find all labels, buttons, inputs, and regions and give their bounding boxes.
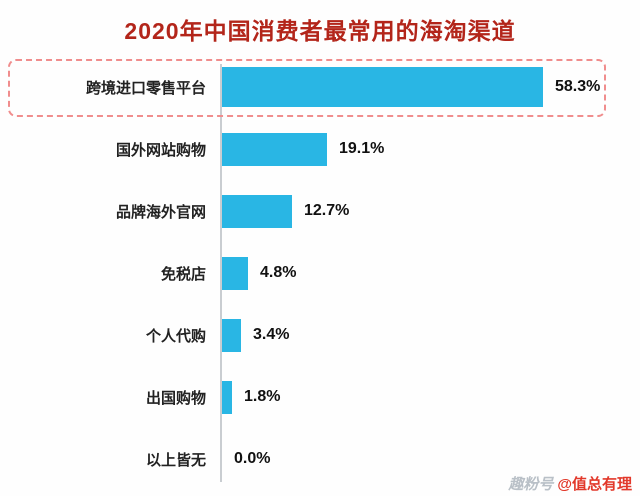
bar-row: 国外网站购物 19.1% — [0, 118, 640, 180]
bar-row: 跨境进口零售平台 58.3% — [0, 56, 640, 118]
bar-row: 以上皆无 0.0% — [0, 428, 640, 490]
bar-rows: 跨境进口零售平台 58.3% 国外网站购物 19.1% 品牌海外官网 12.7% 免税店 4.… — [0, 56, 640, 490]
bar — [222, 256, 248, 290]
bar-area: 3.4% — [220, 318, 640, 352]
category-label: 跨境进口零售平台 — [85, 79, 206, 97]
category-label: 国外网站购物 — [115, 141, 206, 159]
bar-row: 品牌海外官网 12.7% — [0, 180, 640, 242]
category-label: 品牌海外官网 — [115, 203, 206, 221]
bar-area: 58.3% — [220, 67, 640, 107]
axis-line — [220, 64, 222, 482]
bar-area: 4.8% — [220, 256, 640, 290]
bar — [222, 194, 292, 228]
bar-area: 12.7% — [220, 194, 640, 228]
value-label: 1.8% — [244, 388, 281, 405]
chart-title: 2020年中国消费者最常用的海淘渠道 — [124, 18, 516, 44]
watermark-handle: @值总有理 — [557, 476, 632, 493]
value-label: 3.4% — [253, 326, 290, 343]
category-label: 个人代购 — [145, 327, 206, 345]
bar-row: 个人代购 3.4% — [0, 304, 640, 366]
value-label: 19.1% — [339, 140, 385, 157]
category-label: 免税店 — [160, 265, 206, 283]
value-label: 4.8% — [260, 264, 297, 281]
value-label: 0.0% — [234, 450, 271, 467]
bar-row: 出国购物 1.8% — [0, 366, 640, 428]
category-label: 出国购物 — [145, 389, 206, 407]
bar-chart: 跨境进口零售平台 58.3% 国外网站购物 19.1% 品牌海外官网 12.7% 免税店 4.… — [0, 56, 640, 496]
bar-row: 免税店 4.8% — [0, 242, 640, 304]
bar — [222, 380, 232, 414]
bar — [222, 67, 543, 107]
category-label: 以上皆无 — [145, 451, 206, 469]
bar-area: 19.1% — [220, 132, 640, 166]
watermark: 趣粉号 @值总有理 — [508, 473, 632, 494]
bar-area: 1.8% — [220, 380, 640, 414]
bar-area: 0.0% — [220, 443, 640, 476]
watermark-logo: 趣粉号 — [508, 476, 554, 493]
bar — [222, 132, 327, 166]
value-label: 12.7% — [304, 202, 350, 219]
value-label: 58.3% — [555, 78, 601, 95]
bar — [222, 318, 241, 352]
